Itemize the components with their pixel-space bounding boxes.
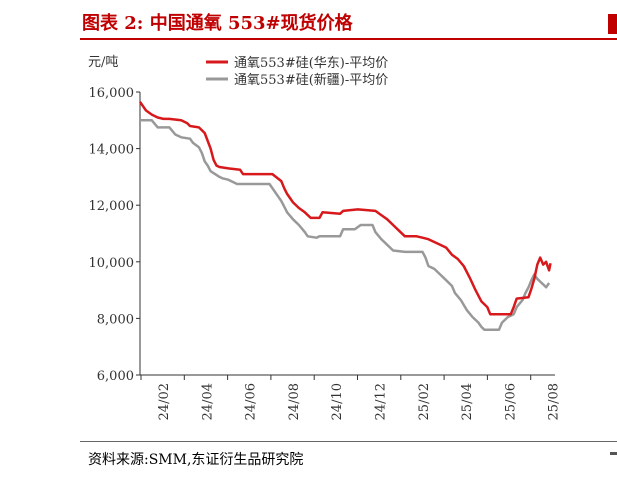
y-tick-label: 12,000	[89, 199, 135, 214]
source-note: 资料来源:SMM,东证衍生品研究院	[88, 452, 304, 468]
chart-title: 图表 2: 中国通氧 553#现货价格	[82, 13, 353, 34]
x-tick-label: 25/08	[547, 383, 562, 420]
y-tick-label: 10,000	[89, 256, 135, 271]
edge-marker	[608, 14, 617, 34]
title-divider	[80, 38, 617, 40]
y-ticks: 16,000 14,000 12,000 10,000 8,000 6,000	[89, 86, 140, 384]
legend-label-xinjiang: 通氧553#硅(新疆)-平均价	[234, 72, 388, 88]
legend: 通氧553#硅(华东)-平均价 通氧553#硅(新疆)-平均价	[206, 56, 388, 88]
x-tick-label: 24/04	[200, 383, 215, 420]
x-tick-label: 25/06	[503, 383, 518, 420]
x-tick-label: 25/04	[460, 383, 475, 420]
legend-label-east: 通氧553#硅(华东)-平均价	[234, 56, 388, 71]
y-tick-label: 6,000	[97, 369, 134, 384]
edge-marker-bottom	[610, 452, 617, 455]
x-tick-label: 24/10	[330, 383, 345, 420]
y-axis: 16,000 14,000 12,000 10,000 8,000 6,000	[89, 86, 141, 384]
y-tick-label: 14,000	[89, 143, 135, 158]
y-tick-label: 16,000	[89, 86, 135, 101]
x-tick-label: 24/08	[287, 383, 302, 420]
x-tick-label: 24/12	[374, 383, 389, 420]
x-tick-label: 25/02	[417, 383, 432, 420]
x-tick-label: 24/06	[244, 383, 259, 420]
series-line-east	[138, 101, 552, 316]
x-axis: 24/02 24/04 24/06 24/08 24/10 24/12 25/02 25/04…	[140, 374, 562, 420]
x-tick-label: 24/02	[157, 383, 172, 420]
y-tick-label: 8,000	[97, 312, 134, 327]
series-line-xinjiang	[140, 119, 551, 331]
y-unit-label: 元/吨	[88, 55, 118, 70]
x-ticks: 24/02 24/04 24/06 24/08 24/10 24/12 25/02 25/04…	[140, 375, 562, 420]
footer-divider	[80, 441, 617, 442]
